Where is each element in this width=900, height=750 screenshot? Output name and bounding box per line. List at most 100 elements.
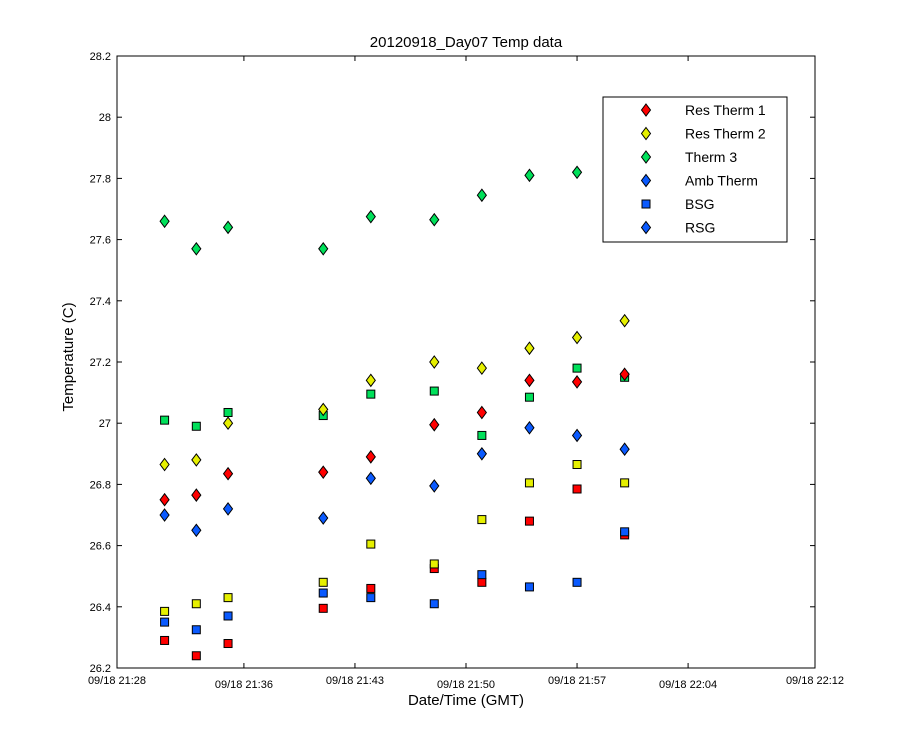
data-point [429,355,440,369]
data-point [318,402,329,417]
data-point [366,539,376,549]
data-point [366,389,376,399]
legend-marker [640,126,652,141]
legend-entry: Res Therm 2 [685,126,766,142]
x-axis-label: Date/Time (GMT) [408,692,524,709]
y-tick-label: 26.2 [90,663,111,675]
data-point [365,471,376,486]
y-tick-label: 26.8 [90,479,111,491]
x-tick-label: 09/18 21:36 [215,679,273,691]
y-axis-label: Temperature (C) [60,302,77,411]
legend: Res Therm 1 Res Therm 2 Therm 3 Amb Therm BS… [602,96,788,243]
data-point [476,446,487,461]
legend-entry: Res Therm 1 [685,102,766,118]
axis-ticks: 09/18 21:28 09/18 21:43 09/18 21:57 09/18 2… [88,51,844,691]
data-point [223,639,233,649]
data-point [477,515,487,525]
data-point [191,421,201,431]
data-point [318,241,329,256]
data-point [318,603,328,613]
data-point [524,582,534,592]
data-point [524,341,535,356]
data-point [318,588,328,598]
chart-title: 20120918_Day07 Temp data [370,34,563,51]
y-tick-label: 28.2 [90,51,111,63]
data-point [366,583,376,593]
data-point [429,559,439,569]
data-point [429,479,440,493]
data-point [477,430,487,440]
data-point [223,611,233,621]
data-point [476,361,487,375]
data-point [160,635,170,645]
data-point [572,577,582,587]
data-point [191,241,202,256]
data-point [191,625,201,635]
y-tick-label: 27 [99,418,111,430]
x-tick-label: 09/18 21:28 [88,675,146,687]
data-point [191,651,201,661]
legend-marker [641,199,651,209]
data-point [159,492,170,507]
data-point [619,442,630,457]
legend-marker [640,173,652,188]
data-point [476,405,487,420]
legend-box [602,96,788,243]
data-point [191,523,202,538]
data-point [159,508,170,522]
data-point [619,367,630,382]
data-point [223,407,233,417]
data-point [365,373,376,388]
data-point [191,453,202,467]
data-point [159,457,170,472]
y-tick-label: 27.2 [90,357,111,369]
data-point [365,450,376,464]
data-point [159,214,170,229]
data-marks [159,165,630,661]
data-point [160,415,170,425]
y-tick-label: 27.4 [90,296,111,308]
x-tick-label: 09/18 21:43 [326,675,384,687]
x-tick-label: 09/18 21:50 [437,679,495,691]
y-tick-label: 28 [99,112,111,124]
legend-marker [640,220,652,235]
data-point [429,599,439,609]
x-tick-label: 09/18 22:04 [659,679,717,691]
data-point [222,220,234,235]
data-point [160,617,170,627]
data-point [191,488,202,502]
data-point [476,188,487,203]
data-point [620,527,630,537]
data-point [318,577,328,587]
data-point [477,570,487,580]
legend-entry: Amb Therm [685,173,758,189]
data-point [222,502,234,516]
y-tick-label: 26.6 [90,541,111,553]
y-tick-label: 26.4 [90,602,111,614]
legend-entry: RSG [685,220,715,236]
data-point [571,165,583,180]
data-point [524,478,534,488]
data-point [429,386,439,396]
x-tick-label: 09/18 22:12 [786,675,844,687]
data-point [572,484,582,494]
data-point [365,209,376,224]
data-point [222,416,234,431]
data-point [160,606,170,616]
data-point [524,392,534,402]
data-point [477,577,487,587]
y-tick-label: 27.6 [90,235,111,247]
legend-marker [640,150,652,164]
data-point [572,363,582,373]
data-point [619,313,630,328]
data-point [318,465,329,479]
data-point [524,420,535,435]
data-point [524,168,535,183]
data-point [366,593,376,603]
data-point [571,428,583,443]
data-point [429,417,440,432]
data-point [223,593,233,603]
x-tick-label: 09/18 21:57 [548,675,606,687]
legend-marker [640,103,652,117]
